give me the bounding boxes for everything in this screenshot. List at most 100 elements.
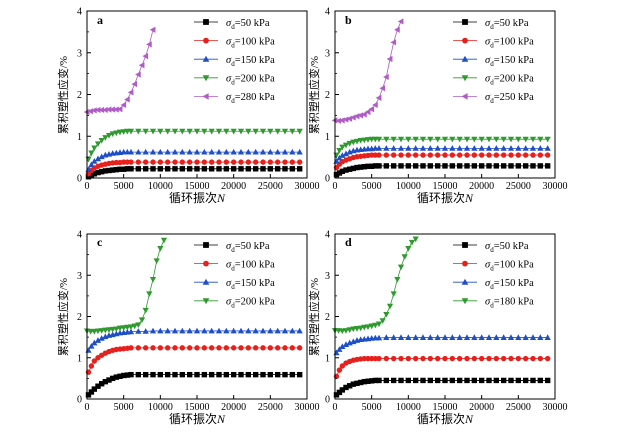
data-point [260, 371, 266, 378]
data-point [420, 163, 426, 169]
data-point [289, 148, 296, 155]
data-point [124, 166, 131, 172]
legend-label: σd=150 kPa [485, 55, 534, 68]
legend-marker [202, 55, 210, 62]
data-point [171, 327, 179, 334]
data-point [194, 345, 200, 351]
y-axis-label: 累积塑性应变/% [307, 278, 321, 356]
series-2 [85, 148, 303, 173]
data-point [260, 345, 266, 351]
data-point [274, 159, 281, 165]
data-point [350, 165, 357, 172]
data-point [267, 371, 274, 378]
x-tick-label: 10000 [396, 402, 421, 413]
data-point [179, 128, 186, 135]
data-point [449, 377, 456, 384]
data-point [289, 159, 296, 165]
data-point [361, 378, 368, 385]
data-point [500, 152, 507, 158]
data-point [357, 137, 364, 144]
x-axis-label: 循环振次N [169, 191, 226, 205]
chart-panel-a: 0 5000 10000 15000 20000 25000 30000 0 1 2 3 4 a 循环振次… [56, 7, 320, 206]
data-point [405, 163, 412, 169]
data-point [157, 166, 164, 172]
x-tick-label: 20000 [469, 181, 494, 192]
data-point [282, 345, 288, 351]
data-point [194, 166, 200, 172]
data-point [98, 169, 105, 175]
data-point [172, 159, 178, 165]
data-point [223, 327, 230, 334]
data-point [172, 166, 178, 172]
data-point [368, 106, 375, 113]
series-2 [333, 145, 551, 164]
data-point [164, 327, 171, 334]
data-point [109, 375, 116, 382]
data-point [346, 383, 353, 389]
data-point [537, 377, 544, 384]
series-2 [85, 327, 303, 353]
data-point [529, 136, 537, 143]
data-point [442, 355, 448, 362]
data-point [164, 128, 171, 135]
data-point [434, 136, 441, 143]
legend-marker [462, 19, 468, 25]
data-point [442, 163, 448, 169]
data-point [215, 128, 223, 135]
data-point [164, 371, 171, 378]
data-point [419, 334, 427, 340]
y-tick-label: 0 [325, 395, 330, 406]
legend-item: σd=150 kPa [453, 278, 534, 291]
data-point [350, 139, 357, 146]
data-point [500, 355, 507, 362]
y-tick-label: 1 [77, 132, 82, 143]
data-point [164, 148, 171, 155]
data-point [237, 148, 245, 155]
data-point [223, 371, 230, 378]
data-point [401, 254, 408, 260]
data-point [216, 159, 222, 165]
chart-panel-d: 0 5000 10000 15000 20000 25000 30000 0 1 2 3 4 d 循环振次… [307, 230, 568, 427]
data-point [113, 130, 120, 137]
data-point [208, 148, 215, 155]
data-point [350, 326, 357, 333]
data-point [208, 166, 215, 172]
data-point [383, 163, 390, 169]
data-point [94, 328, 102, 335]
data-point [419, 136, 427, 143]
data-point [397, 145, 405, 151]
x-tick-label: 5000 [362, 181, 382, 192]
data-point [153, 258, 160, 265]
series-0 [333, 163, 551, 178]
data-point [544, 355, 551, 362]
x-tick-label: 20000 [221, 181, 246, 192]
data-point [282, 166, 288, 172]
data-point [117, 166, 123, 172]
data-point [282, 159, 288, 165]
data-point [296, 345, 303, 351]
legend-item: σd=200 kPa [453, 74, 534, 87]
data-point [463, 145, 471, 151]
data-point [500, 163, 507, 169]
legend-marker [203, 19, 209, 25]
data-point [449, 163, 456, 169]
data-point [135, 328, 142, 334]
data-point [94, 141, 102, 148]
series-3 [85, 128, 303, 163]
data-point [289, 345, 296, 351]
data-point [142, 128, 149, 135]
data-point [333, 392, 340, 398]
x-tick-label: 0 [85, 181, 90, 192]
data-point [113, 166, 120, 173]
data-point [529, 334, 537, 340]
data-point [383, 334, 390, 340]
x-tick-label: 0 [85, 402, 90, 413]
data-point [238, 371, 244, 378]
legend-item: σd=50 kPa [194, 241, 270, 254]
data-point [449, 152, 456, 158]
data-point [186, 148, 193, 155]
data-point [365, 378, 371, 384]
y-tick-label: 1 [325, 132, 330, 143]
data-point [230, 371, 237, 378]
